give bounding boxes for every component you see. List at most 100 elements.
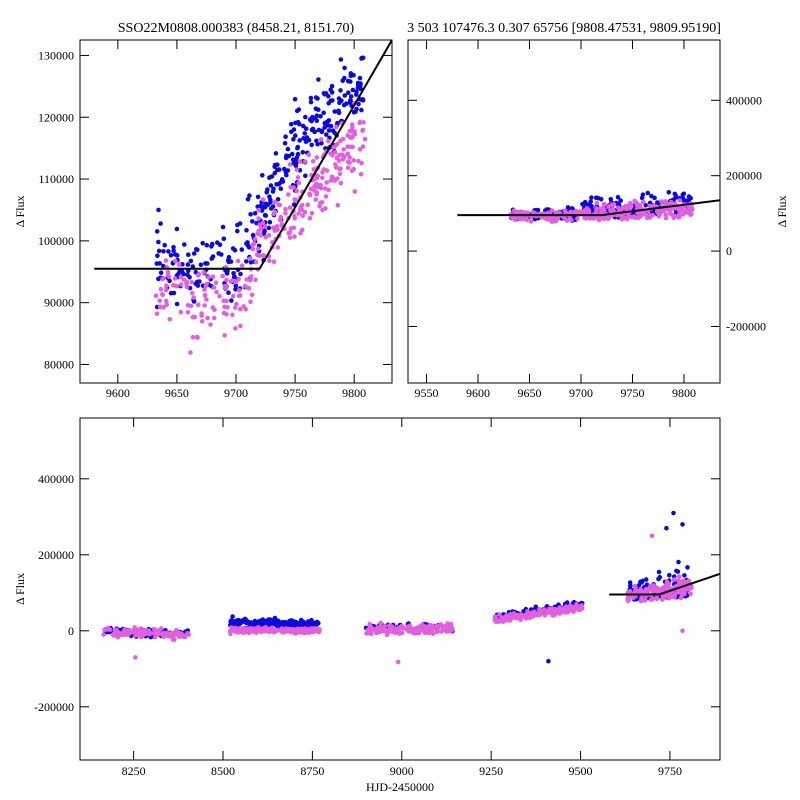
x-tick-label: 8500 xyxy=(211,764,235,778)
data-point-blue xyxy=(326,128,332,133)
data-point-magenta xyxy=(345,159,351,165)
data-point-magenta xyxy=(294,167,300,172)
data-point-magenta xyxy=(360,127,366,133)
data-point-magenta xyxy=(377,629,382,635)
data-point-magenta xyxy=(416,628,421,634)
data-point-magenta xyxy=(384,632,390,637)
data-point-magenta xyxy=(512,217,518,223)
data-point-magenta xyxy=(241,304,246,309)
data-point-blue xyxy=(313,95,319,100)
data-point-magenta xyxy=(315,628,321,633)
data-point-blue xyxy=(298,617,304,623)
data-point-magenta xyxy=(360,144,366,149)
data-point-blue xyxy=(155,253,160,258)
data-point-blue xyxy=(284,621,289,626)
y-tick-label: 130000 xyxy=(38,48,74,62)
data-point-magenta xyxy=(154,311,160,317)
data-point-blue xyxy=(688,196,693,201)
data-point-blue xyxy=(174,301,180,307)
data-point-magenta xyxy=(362,136,368,142)
data-point-magenta xyxy=(430,623,435,629)
data-point-blue xyxy=(204,242,210,248)
data-point-magenta xyxy=(220,273,225,279)
data-point-magenta xyxy=(310,159,316,164)
data-point-blue xyxy=(328,87,334,93)
data-point-blue xyxy=(288,121,294,127)
data-point-blue xyxy=(272,170,278,176)
x-tick-label: 9550 xyxy=(415,386,439,400)
data-point-blue xyxy=(342,65,347,71)
data-point-blue xyxy=(255,204,260,209)
x-tick-label: 9600 xyxy=(106,386,130,400)
data-point-magenta xyxy=(161,305,166,310)
x-tick-label: 9750 xyxy=(658,764,682,778)
data-point-magenta xyxy=(579,603,584,608)
data-point-magenta xyxy=(318,182,323,188)
data-point-blue xyxy=(221,236,227,242)
data-point-magenta xyxy=(672,577,677,582)
data-point-magenta xyxy=(311,626,316,631)
data-point-magenta xyxy=(663,592,669,598)
data-point-magenta xyxy=(340,156,346,162)
data-point-magenta xyxy=(294,188,300,194)
data-point-blue xyxy=(673,195,678,200)
y-axis-label: Δ Flux xyxy=(775,195,789,227)
data-point-blue-outlier xyxy=(546,658,551,664)
data-point-magenta xyxy=(345,165,351,170)
data-point-blue xyxy=(301,123,306,129)
data-point-blue xyxy=(262,203,268,209)
data-point-magenta xyxy=(283,211,288,216)
data-point-blue xyxy=(271,186,276,192)
data-point-blue xyxy=(279,620,285,626)
data-point-magenta xyxy=(663,583,669,588)
data-point-magenta xyxy=(688,212,693,217)
data-point-magenta xyxy=(651,203,656,209)
data-point-magenta xyxy=(257,253,263,258)
data-point-magenta xyxy=(234,301,239,307)
data-point-blue xyxy=(295,145,300,151)
data-point-magenta xyxy=(594,200,600,206)
x-tick-label: 8750 xyxy=(300,764,324,778)
data-point-magenta xyxy=(225,305,230,310)
data-point-magenta xyxy=(287,162,293,167)
data-point-blue xyxy=(675,569,681,574)
data-point-magenta xyxy=(160,292,165,297)
data-point-blue-outlier xyxy=(664,525,669,531)
data-point-blue xyxy=(627,580,633,585)
data-point-blue xyxy=(156,239,161,245)
data-point-magenta xyxy=(640,199,646,205)
data-point-magenta xyxy=(298,230,303,236)
data-point-blue xyxy=(684,198,690,203)
y-tick-label: 80000 xyxy=(44,357,74,371)
data-point-magenta xyxy=(323,194,329,199)
data-point-blue xyxy=(191,251,197,256)
data-point-magenta xyxy=(671,215,676,221)
data-point-magenta xyxy=(195,335,200,340)
data-point-magenta xyxy=(300,213,306,218)
data-point-magenta xyxy=(575,216,580,222)
data-point-magenta xyxy=(391,627,396,633)
data-point-blue xyxy=(179,269,185,275)
data-point-magenta xyxy=(116,632,122,637)
data-point-blue xyxy=(209,244,214,249)
data-point-blue xyxy=(615,194,621,200)
data-point-magenta xyxy=(165,633,171,639)
data-point-blue xyxy=(244,228,249,233)
data-point-blue xyxy=(297,138,303,143)
data-point-magenta xyxy=(619,216,625,222)
data-point-magenta xyxy=(364,631,369,636)
data-point-magenta xyxy=(349,129,355,134)
data-point-magenta xyxy=(255,246,261,252)
data-point-blue xyxy=(267,219,273,225)
data-point-blue xyxy=(608,196,614,202)
data-point-magenta xyxy=(516,613,522,619)
data-point-magenta xyxy=(422,624,428,629)
data-point-magenta xyxy=(196,271,202,277)
data-point-magenta xyxy=(677,198,683,203)
x-tick-label: 9500 xyxy=(569,764,593,778)
panel-zoom-left: 9600 9650 9700 9750 9800 80000 90000 100000 1100… xyxy=(13,39,393,400)
data-point-blue xyxy=(332,109,338,114)
data-point-magenta xyxy=(308,186,314,192)
data-point-blue xyxy=(292,96,298,102)
data-point-blue xyxy=(685,565,690,570)
